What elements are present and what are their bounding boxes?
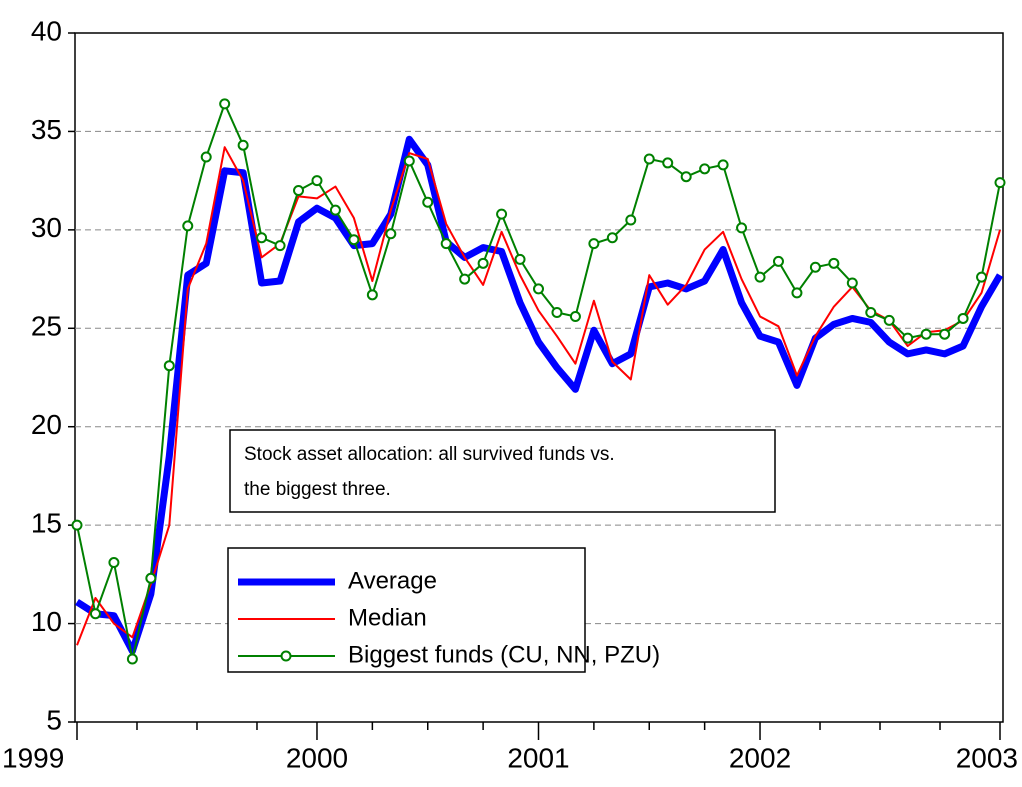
series-marker xyxy=(385,228,397,240)
legend-marker xyxy=(280,650,292,662)
series-marker xyxy=(237,139,249,151)
series-marker xyxy=(846,277,858,289)
series-marker xyxy=(736,222,748,234)
series-marker xyxy=(902,332,914,344)
annotation-line: the biggest three. xyxy=(244,479,391,500)
series-marker xyxy=(865,307,877,319)
series-marker xyxy=(662,157,674,169)
y-tick-label: 20 xyxy=(31,409,62,440)
series-marker xyxy=(329,204,341,216)
series-marker xyxy=(163,360,175,372)
series-marker xyxy=(403,155,415,167)
series-marker xyxy=(533,283,544,295)
series-marker xyxy=(126,653,138,665)
series-marker xyxy=(293,184,305,196)
series-marker xyxy=(311,175,323,187)
series-marker xyxy=(366,289,378,301)
series-marker xyxy=(551,307,563,319)
series-marker xyxy=(274,240,286,252)
series-marker xyxy=(256,232,268,244)
series-marker xyxy=(957,312,969,324)
y-tick-label: 5 xyxy=(46,704,62,735)
y-tick-label: 30 xyxy=(31,212,62,243)
series-marker xyxy=(809,261,821,273)
series-marker xyxy=(569,310,581,322)
series-marker xyxy=(145,572,157,584)
y-tick-label: 35 xyxy=(31,114,62,145)
series-marker xyxy=(459,273,471,285)
y-tick-label: 10 xyxy=(31,606,62,637)
x-tick-label: 1999 xyxy=(2,742,64,773)
x-tick-label: 2001 xyxy=(507,742,569,773)
series-marker xyxy=(440,238,452,250)
series-marker xyxy=(200,151,212,163)
series-marker xyxy=(496,208,508,220)
series-marker xyxy=(514,253,526,265)
series-marker xyxy=(588,238,600,250)
series-marker xyxy=(976,271,988,283)
series-marker xyxy=(828,257,840,269)
y-tick-label: 25 xyxy=(31,311,62,342)
series-marker xyxy=(219,98,231,110)
series-marker xyxy=(994,177,1006,189)
series-line xyxy=(76,146,1001,646)
series-marker xyxy=(754,271,766,283)
legend-label: Average xyxy=(348,567,437,594)
annotation-box xyxy=(229,429,776,513)
series-marker xyxy=(883,314,895,326)
series-marker xyxy=(348,234,360,246)
series-marker xyxy=(643,153,655,165)
series-marker xyxy=(625,214,637,226)
x-tick-label: 2003 xyxy=(956,742,1018,773)
x-tick-label: 2002 xyxy=(729,742,791,773)
series-line xyxy=(75,135,1004,655)
series-marker xyxy=(422,196,434,208)
annotation-line: Stock asset allocation: all survived fun… xyxy=(244,444,615,465)
series-marker xyxy=(89,608,101,620)
series-marker xyxy=(477,257,489,269)
series-marker xyxy=(680,171,692,183)
legend-label: Biggest funds (CU, NN, PZU) xyxy=(348,641,660,668)
series-marker xyxy=(939,328,951,340)
series-marker xyxy=(717,159,729,171)
series-marker xyxy=(920,328,932,340)
series-marker xyxy=(71,519,83,531)
series-marker xyxy=(606,232,618,244)
y-tick-label: 15 xyxy=(31,508,62,539)
y-tick-label: 40 xyxy=(31,15,62,46)
series-marker xyxy=(699,163,711,175)
series-marker xyxy=(772,255,784,267)
legend-label: Median xyxy=(348,604,427,631)
x-tick-label: 2000 xyxy=(286,742,348,773)
series-marker xyxy=(182,220,194,232)
series-marker xyxy=(108,557,120,569)
series-marker xyxy=(791,287,803,299)
